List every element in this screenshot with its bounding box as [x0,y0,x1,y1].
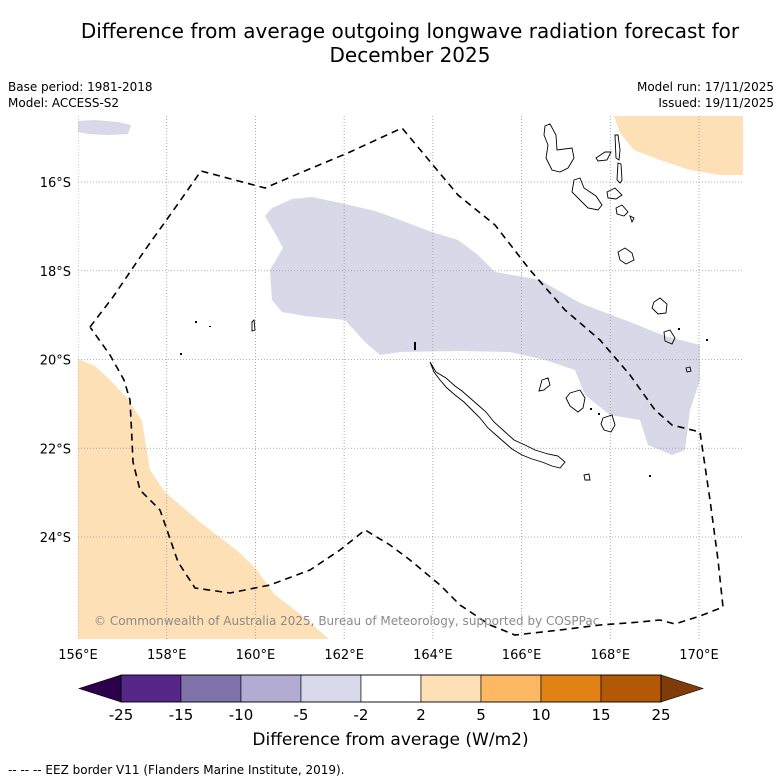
colorbar-tick-label: 5 [476,706,486,724]
epi-shepherds [615,204,635,224]
chesterfield-reef [251,319,256,332]
espiritu-santo [543,123,575,173]
longitude-tick-label: 164°E [413,648,453,663]
latitude-tick-label: 24°S [40,531,71,546]
ambrym [606,187,623,200]
longitude-tick-label: 156°E [58,648,98,663]
longitude-tick-label: 162°E [324,648,364,663]
ambae [595,151,612,162]
coastlines [251,123,692,481]
copyright-credit: © Commonwealth of Australia 2025, Bureau… [94,614,599,628]
model-name: Model: ACCESS-S2 [8,96,120,110]
eez-legend-footer: -- -- -- EEZ border V11 (Flanders Marine… [8,763,345,777]
islet [649,475,651,477]
longitude-tick-label: 160°E [236,648,276,663]
erromango [651,297,668,315]
colorbar-bin [420,674,482,703]
title-line-2: December 2025 [329,43,491,67]
latitude-tick-label: 22°S [40,442,71,457]
title-line-1: Difference from average outgoing longwav… [80,19,740,43]
northwest-negative-anomaly [78,120,131,135]
loyalty-islands-ouvea [538,377,551,392]
latitude-tick-label: 16°S [40,176,71,191]
aneityum [685,366,692,373]
colorbar-bin [240,674,302,703]
colorbar: -25 -15 -10 -5 -2 2 5 10 15 25 [78,674,704,724]
colorbar-tick-label: -10 [229,706,254,724]
malakula [571,177,603,211]
gridlines [78,116,743,639]
loyalty-islands-lifou [565,389,586,413]
islet [706,339,708,341]
colorbar-tick-label: -25 [109,706,134,724]
new-caledonia-coast [429,361,566,469]
colorbar-tick-label: -15 [169,706,194,724]
meta-left: Base period: 1981-2018 Model: ACCESS-S2 [8,79,153,111]
efate [617,247,635,265]
islet [678,328,680,330]
islet [180,353,182,355]
isle-of-pines [583,473,591,481]
central-negative-anomaly [265,197,700,455]
colorbar-tick-label: 2 [416,706,426,724]
longitude-tick-label: 158°E [147,648,187,663]
colorbar-tick-label: -5 [294,706,309,724]
islet [590,408,592,410]
issued-date: Issued: 19/11/2025 [658,96,774,110]
colorbar-bin [300,674,362,703]
latitude-tick-label: 20°S [40,354,71,369]
islet [598,413,600,415]
base-period: Base period: 1981-2018 [8,80,153,94]
colorbar-label: Difference from average (W/m2) [252,730,529,750]
small-islets [180,321,708,477]
islet [414,342,416,350]
chart-title: Difference from average outgoing longwav… [40,19,780,67]
longitude-tick-label: 166°E [502,648,542,663]
colorbar-bin [180,674,242,703]
colorbar-bin [360,674,422,703]
meta-right: Model run: 17/11/2025 Issued: 19/11/2025 [637,79,774,111]
islet [195,321,197,323]
loyalty-islands-mare [600,414,616,433]
colorbar-bin [540,674,602,703]
northeast-positive-anomaly [614,116,743,175]
colorbar-bin [120,674,182,703]
longitude-tick-label: 168°E [591,648,631,663]
colorbar-tick-label: 10 [531,706,550,724]
colorbar-tick-label: 15 [591,706,610,724]
colorbar-extend-high [660,674,704,703]
southwest-positive-anomaly [78,359,329,639]
longitude-tick-label: 170°E [679,648,719,663]
colorbar-bin [600,674,662,703]
map-plot-area: © Commonwealth of Australia 2025, Bureau… [78,116,743,639]
model-run: Model run: 17/11/2025 [636,80,774,94]
latitude-tick-labels: 16°S 18°S 20°S 22°S 24°S [40,176,71,546]
colorbar-frame [120,674,662,703]
colorbar-bin [480,674,542,703]
colorbar-extend-low [78,674,122,703]
colorbar-tick-label: -2 [354,706,369,724]
latitude-tick-label: 18°S [40,265,71,280]
islet [209,326,211,327]
colorbar-tick-label: 25 [651,706,670,724]
tanna [663,329,676,345]
maewo-pentecost [614,134,623,184]
longitude-tick-labels: 156°E 158°E 160°E 162°E 164°E 166°E 168°E 170°E [58,648,719,663]
